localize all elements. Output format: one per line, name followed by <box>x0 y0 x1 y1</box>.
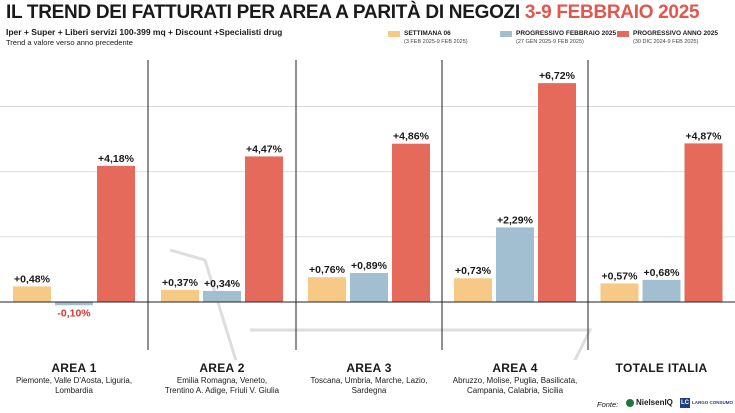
bar-value-label: +4,47% <box>246 143 283 155</box>
bar <box>496 227 534 302</box>
legend-label: PROGRESSIVO ANNO 2025 <box>633 30 719 37</box>
legend-label: SETTIMANA 06 <box>404 30 451 37</box>
area-title-1: AREA 1 <box>51 361 97 375</box>
bar-value-label: +0,48% <box>14 273 51 285</box>
legend-range: (27 GEN 2025-9 FEB 2025) <box>516 39 584 45</box>
largo-consumo-logo-text: LARGO CONSUMO <box>692 400 733 405</box>
bar-value-label: +0,89% <box>351 260 388 272</box>
area-regions-4: Abruzzo, Molise, Puglia, Basilicata, Camp… <box>442 376 588 396</box>
area-title-3: AREA 3 <box>346 361 392 375</box>
chart-note: Trend a valore verso anno precedente <box>6 38 133 47</box>
area-regions-line: Sardegna <box>351 386 387 395</box>
bar-value-label: +4,18% <box>98 153 135 165</box>
bar-value-label: +0,57% <box>602 270 639 282</box>
area-regions-line: Abruzzo, Molise, Puglia, Basilicata, <box>452 376 578 385</box>
bar-value-label: +0,68% <box>644 267 681 279</box>
bar-value-label: +6,72% <box>539 70 576 82</box>
bar-chart: +0,48% -0,10% +4,18% +0,37% +0,34% +4,47% +0,7… <box>0 60 735 360</box>
area-regions-line: Campania, Calabria, Sicilia <box>466 386 564 395</box>
bar <box>55 302 93 306</box>
area-title-4: AREA 4 <box>492 361 538 375</box>
area-regions-line: Toscana, Umbria, Marche, Lazio, <box>310 376 428 385</box>
bar <box>161 289 199 302</box>
bar <box>245 156 283 302</box>
area-regions-line: Trentino A. Adige, Friuli V. Giulia <box>164 386 280 395</box>
nielseniq-logo-text: NielsenIQ <box>636 398 673 407</box>
bar-value-label: +0,73% <box>455 265 492 277</box>
bar <box>392 143 430 302</box>
bar <box>538 83 576 303</box>
area-title-2: AREA 2 <box>199 361 245 375</box>
area-title-total: TOTALE ITALIA <box>615 361 708 375</box>
bar-value-label: +0,76% <box>309 264 346 276</box>
bar <box>350 273 388 302</box>
bar <box>642 279 681 302</box>
chart-title-dates: 3-9 FEBBRAIO 2025 <box>524 2 700 23</box>
bar-value-label: +2,29% <box>497 214 534 226</box>
legend-range: (30 DIC 2024-9 FEB 2025) <box>633 39 699 45</box>
area-regions-line: Lombardia <box>55 386 93 395</box>
legend-swatch-settimana <box>388 31 400 37</box>
nielseniq-logo: NielsenIQ <box>626 397 674 409</box>
area-regions-2: Emilia Romagna, Veneto, Trentino A. Adige… <box>148 376 296 396</box>
legend-label: PROGRESSIVO FEBBRAIO 2025 <box>516 30 617 37</box>
bar <box>454 278 492 302</box>
source-label: Fonte: <box>597 400 619 409</box>
bar-value-label: +0,37% <box>162 277 199 289</box>
bar <box>684 143 723 302</box>
nielseniq-logo-mark <box>626 399 634 407</box>
bar-value-label: +4,87% <box>686 130 723 142</box>
bar <box>97 165 135 302</box>
chart-title-main: IL TREND DEI FATTURATI PER AREA A PARITÀ… <box>6 2 520 23</box>
bar-value-label: +4,86% <box>393 131 430 143</box>
legend-swatch-febbraio <box>500 31 512 37</box>
bar-value-label: +0,34% <box>204 278 241 290</box>
chart-subtitle: Iper + Super + Liberi servizi 100-399 mq… <box>6 27 283 37</box>
area-regions-line: Piemonte, Valle D'Aosta, Liguria, <box>15 376 133 385</box>
largo-consumo-logo-mark: LC <box>680 398 690 408</box>
legend-range: (3 FEB 2025-9 FEB 2025) <box>404 39 468 45</box>
area-regions-line: Emilia Romagna, Veneto, <box>176 376 268 385</box>
bar <box>600 283 639 302</box>
area-regions-1: Piemonte, Valle D'Aosta, Liguria, Lombard… <box>0 376 148 396</box>
area-regions-3: Toscana, Umbria, Marche, Lazio, Sardegna <box>296 376 442 396</box>
bar-value-label: -0,10% <box>57 307 91 319</box>
shopping-cart-watermark <box>169 248 593 360</box>
legend-swatch-anno <box>617 31 629 37</box>
chart-title: IL TREND DEI FATTURATI PER AREA A PARITÀ… <box>6 2 700 24</box>
bar <box>308 277 346 302</box>
bar <box>203 290 241 302</box>
bar <box>13 286 51 302</box>
largo-consumo-logo: LC LARGO CONSUMO <box>680 397 733 409</box>
